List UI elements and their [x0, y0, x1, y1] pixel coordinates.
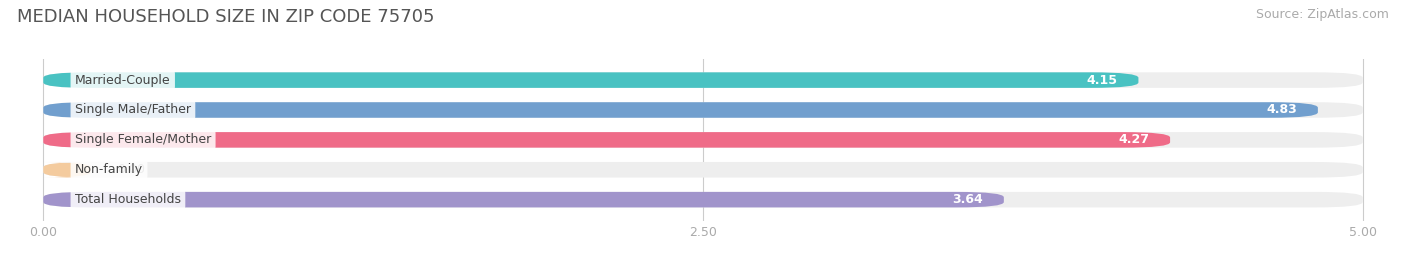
Text: 4.15: 4.15 [1087, 74, 1118, 87]
Text: 4.83: 4.83 [1265, 104, 1296, 116]
FancyBboxPatch shape [44, 102, 1362, 118]
FancyBboxPatch shape [44, 192, 1004, 207]
Text: Source: ZipAtlas.com: Source: ZipAtlas.com [1256, 8, 1389, 21]
FancyBboxPatch shape [44, 72, 1362, 88]
Text: Non-family: Non-family [75, 163, 143, 176]
Text: 3.64: 3.64 [952, 193, 983, 206]
Text: Married-Couple: Married-Couple [75, 74, 170, 87]
Text: MEDIAN HOUSEHOLD SIZE IN ZIP CODE 75705: MEDIAN HOUSEHOLD SIZE IN ZIP CODE 75705 [17, 8, 434, 26]
Text: Single Female/Mother: Single Female/Mother [75, 133, 211, 146]
Text: 0.00: 0.00 [117, 163, 145, 176]
FancyBboxPatch shape [44, 162, 1362, 178]
FancyBboxPatch shape [44, 102, 1317, 118]
Text: 4.27: 4.27 [1118, 133, 1149, 146]
FancyBboxPatch shape [44, 72, 1139, 88]
FancyBboxPatch shape [44, 132, 1362, 148]
Text: Total Households: Total Households [75, 193, 181, 206]
FancyBboxPatch shape [44, 192, 1362, 207]
Text: Single Male/Father: Single Male/Father [75, 104, 191, 116]
FancyBboxPatch shape [44, 162, 91, 178]
FancyBboxPatch shape [44, 132, 1170, 148]
